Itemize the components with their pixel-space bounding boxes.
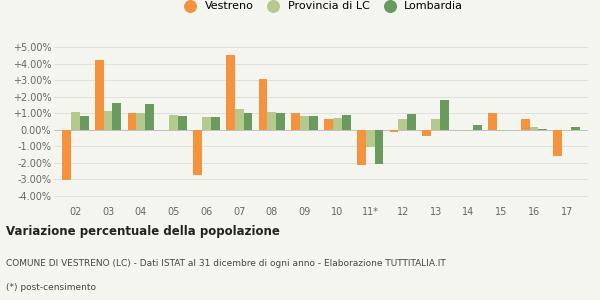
Bar bbox=[202, 117, 211, 130]
Text: Variazione percentuale della popolazione: Variazione percentuale della popolazione bbox=[6, 226, 280, 238]
Bar bbox=[62, 130, 71, 180]
Bar bbox=[333, 118, 342, 130]
Bar bbox=[357, 130, 366, 165]
Bar bbox=[128, 113, 136, 130]
Bar bbox=[473, 125, 482, 130]
Bar bbox=[431, 119, 440, 130]
Bar bbox=[268, 112, 276, 130]
Bar bbox=[342, 115, 350, 130]
Bar bbox=[95, 60, 104, 130]
Bar bbox=[80, 116, 89, 130]
Legend: Vestreno, Provincia di LC, Lombardia: Vestreno, Provincia di LC, Lombardia bbox=[176, 0, 466, 13]
Bar bbox=[145, 104, 154, 130]
Bar bbox=[104, 111, 112, 130]
Bar bbox=[538, 129, 547, 130]
Bar bbox=[374, 130, 383, 164]
Bar bbox=[226, 55, 235, 130]
Bar bbox=[324, 119, 333, 130]
Bar bbox=[136, 113, 145, 130]
Bar bbox=[440, 100, 449, 130]
Bar bbox=[193, 130, 202, 175]
Bar bbox=[571, 127, 580, 130]
Bar bbox=[178, 116, 187, 130]
Text: COMUNE DI VESTRENO (LC) - Dati ISTAT al 31 dicembre di ogni anno - Elaborazione : COMUNE DI VESTRENO (LC) - Dati ISTAT al … bbox=[6, 259, 446, 268]
Bar bbox=[71, 112, 80, 130]
Bar bbox=[366, 130, 374, 147]
Bar bbox=[276, 113, 285, 130]
Bar bbox=[309, 116, 318, 130]
Bar bbox=[398, 119, 407, 130]
Bar bbox=[259, 80, 268, 130]
Bar bbox=[112, 103, 121, 130]
Bar bbox=[389, 130, 398, 132]
Bar bbox=[521, 119, 530, 130]
Bar bbox=[235, 109, 244, 130]
Bar bbox=[407, 114, 416, 130]
Bar bbox=[530, 127, 538, 130]
Bar bbox=[292, 113, 300, 130]
Bar bbox=[497, 130, 506, 131]
Bar bbox=[422, 130, 431, 136]
Bar bbox=[244, 113, 253, 130]
Text: (*) post-censimento: (*) post-censimento bbox=[6, 283, 96, 292]
Bar bbox=[169, 115, 178, 130]
Bar bbox=[488, 113, 497, 130]
Bar bbox=[211, 117, 220, 130]
Bar bbox=[553, 130, 562, 156]
Bar bbox=[300, 116, 309, 130]
